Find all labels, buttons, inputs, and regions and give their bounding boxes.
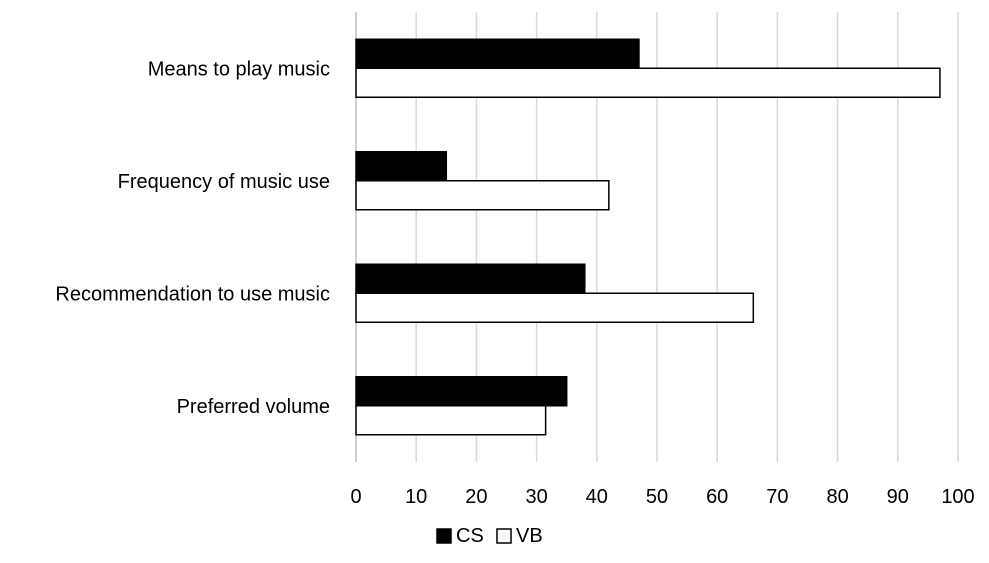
bar-cs-3 [355, 376, 568, 407]
category-label: Frequency of music use [118, 171, 330, 193]
bar-cs-0 [355, 38, 640, 69]
bar-vb-1 [355, 180, 610, 211]
legend-swatch-vb [496, 528, 512, 544]
bar-vb-0 [355, 67, 941, 98]
legend-label-vb: VB [516, 525, 543, 547]
legend: CS VB [436, 525, 543, 547]
bar-vb-2 [355, 292, 755, 323]
x-tick-label: 0 [350, 486, 361, 508]
x-tick-label: 10 [405, 486, 427, 508]
category-labels: Means to play music Frequency of music us… [55, 58, 330, 418]
x-tick-label: 70 [766, 486, 788, 508]
category-label: Means to play music [148, 58, 330, 80]
bars [355, 38, 941, 436]
x-tick-label: 90 [887, 486, 909, 508]
x-tick-label: 80 [826, 486, 848, 508]
x-tick-label: 60 [706, 486, 728, 508]
x-axis-tick-labels: 0 10 20 30 40 50 60 70 80 90 100 [350, 486, 974, 508]
x-tick-label: 40 [586, 486, 608, 508]
category-label: Preferred volume [177, 396, 330, 418]
category-label: Recommendation to use music [55, 283, 330, 305]
legend-label-cs: CS [456, 525, 484, 547]
bar-cs-1 [355, 151, 448, 182]
x-tick-label: 50 [646, 486, 668, 508]
x-tick-label: 20 [465, 486, 487, 508]
x-tick-label: 100 [941, 486, 974, 508]
bar-cs-2 [355, 263, 586, 294]
x-tick-label: 30 [525, 486, 547, 508]
bar-vb-3 [355, 405, 547, 436]
legend-swatch-cs [436, 528, 452, 544]
